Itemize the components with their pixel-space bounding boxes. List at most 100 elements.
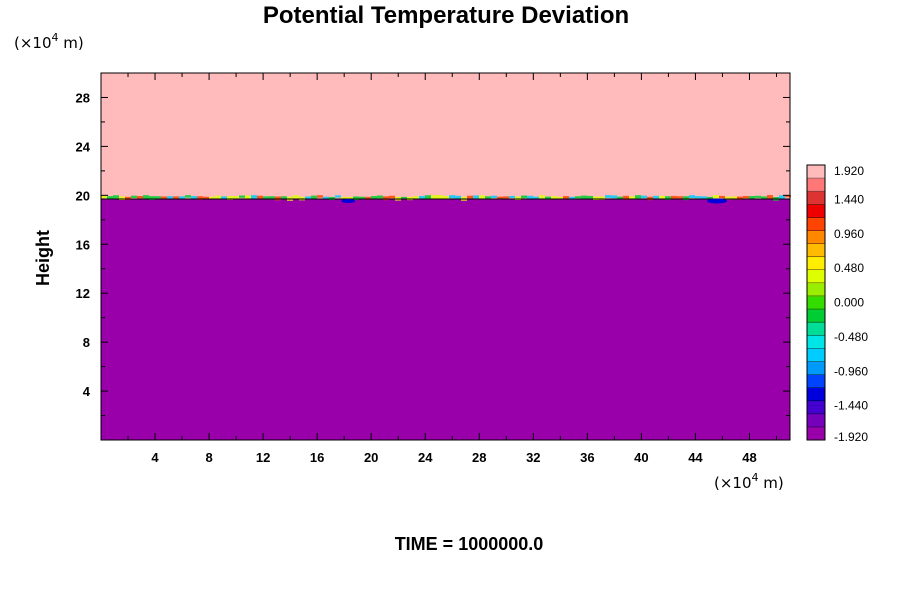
interface-band-segment [197, 196, 203, 200]
interface-band-segment [635, 195, 641, 199]
y-tick-label: 24 [76, 139, 91, 154]
interface-band-segment [485, 196, 491, 200]
interface-band-segment [371, 196, 377, 199]
interface-band-segment [113, 195, 119, 199]
colorbar-swatch [807, 426, 825, 441]
interface-band-segment [497, 196, 503, 200]
interface-band-segment [203, 196, 209, 200]
colorbar-swatch [807, 400, 825, 415]
interface-band-segment [365, 196, 371, 200]
interface-band-segment [401, 196, 407, 200]
interface-band-segment [659, 195, 665, 200]
interface-band-segment [335, 195, 341, 198]
interface-band-segment [545, 196, 551, 200]
x-tick-label: 36 [580, 450, 594, 465]
time-label: TIME = 1000000.0 [395, 534, 544, 554]
interface-band-segment [665, 196, 671, 200]
interface-band-segment [233, 196, 239, 199]
interface-band-segment [167, 196, 173, 199]
interface-band-segment [515, 196, 521, 200]
interface-band-segment [425, 195, 431, 199]
interface-band-segment [221, 196, 227, 200]
interface-band-segment [623, 195, 629, 200]
x-tick-label: 48 [742, 450, 756, 465]
x-tick-label: 24 [418, 450, 433, 465]
y-tick-label: 4 [83, 384, 91, 399]
interface-band-segment [161, 196, 167, 199]
interface-band-segment [305, 196, 311, 199]
interface-band-segment [707, 196, 713, 200]
interface-band-segment [347, 196, 353, 200]
colorbar-swatch [807, 217, 825, 231]
chart-title: Potential Temperature Deviation [263, 2, 629, 29]
interface-band-segment [137, 196, 143, 199]
colorbar-swatch [807, 413, 825, 428]
colorbar-swatch [807, 230, 825, 245]
interface-band-segment [539, 195, 545, 199]
interface-band-segment [419, 195, 425, 199]
colorbar-swatch [807, 309, 825, 323]
interface-band-segment [509, 195, 515, 199]
interface-band-segment [107, 196, 113, 200]
interface-band-segment [695, 196, 701, 199]
interface-band-segment [131, 195, 137, 198]
x-axis-ticks: 4 8 12 16 20 24 28 32 36 40 44 48 [151, 450, 756, 465]
interface-band-segment [119, 196, 125, 200]
colorbar-tick-label: 0.000 [834, 296, 864, 310]
interface-band-segment [101, 195, 107, 199]
interface-band-segment [725, 196, 731, 200]
x-tick-label: 8 [205, 450, 212, 465]
interface-band-segment [125, 196, 131, 200]
interface-eddy-1 [341, 199, 356, 204]
colorbar-tick-label: 0.960 [834, 227, 864, 241]
interface-band-segment [749, 196, 755, 199]
colorbar-swatch [807, 361, 825, 376]
interface-band-segment [575, 196, 581, 199]
interface-band-segment [443, 196, 449, 200]
x-unit-exponent: 4 [752, 471, 759, 484]
interface-band-segment [191, 196, 197, 199]
interface-band-segment [731, 196, 737, 200]
interface-band-segment [557, 196, 563, 200]
colorbar-frame [806, 164, 826, 441]
interface-band-segment [581, 195, 587, 200]
interface-eddy-2 [707, 198, 728, 204]
colorbar-swatch [807, 282, 825, 297]
interface-band-segment [173, 196, 179, 199]
interface-band-segment [521, 195, 527, 199]
interface-band-segment [257, 195, 263, 199]
interface-band-segment [281, 196, 287, 200]
interface-band-segment [779, 195, 785, 199]
interface-band-segment [263, 196, 269, 200]
interface-band-segment [653, 195, 659, 199]
y-tick-label: 28 [76, 90, 90, 105]
interface-band-segment [383, 196, 389, 201]
interface-band-segment [533, 196, 539, 200]
plot-area [100, 72, 791, 441]
interface-band-segment [491, 195, 497, 198]
interface-band-segment [479, 195, 485, 199]
interface-band-segment [701, 196, 707, 199]
interface-band-segment [671, 195, 677, 200]
colorbar-tick-label: 1.440 [834, 192, 864, 206]
interface-band-segment [239, 195, 245, 198]
x-tick-label: 16 [310, 450, 324, 465]
y-tick-label: 12 [76, 286, 90, 301]
interface-band-segment [227, 196, 233, 200]
interface-band-segment [179, 196, 185, 200]
interface-band-segment [185, 195, 191, 198]
colorbar-tick-label: -0.480 [834, 330, 868, 344]
colorbar-swatch [807, 256, 825, 271]
x-tick-label: 28 [472, 450, 486, 465]
interface-band-segment [269, 196, 275, 200]
interface-band-segment [755, 195, 761, 198]
interface-band-segment [713, 195, 719, 199]
colorbar-swatch [807, 374, 825, 389]
colorbar-tick-label: 1.920 [834, 164, 864, 178]
interface-band-segment [647, 196, 653, 201]
interface-band-segment [155, 196, 161, 200]
interface-band-segment [737, 196, 743, 200]
interface-band-segment [455, 195, 461, 200]
colorbar-tick-label: 0.480 [834, 261, 864, 275]
colorbar: 1.920 1.440 0.960 0.480 0.000 -0.480 -0.960 -1.… [806, 164, 868, 444]
